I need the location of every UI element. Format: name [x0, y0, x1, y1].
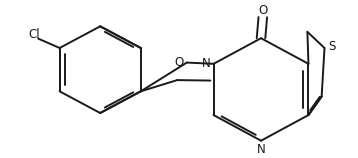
Text: O: O: [174, 56, 184, 69]
Text: Cl: Cl: [29, 28, 40, 41]
Text: N: N: [202, 57, 211, 70]
Text: S: S: [328, 40, 335, 53]
Text: O: O: [258, 4, 267, 17]
Text: N: N: [257, 143, 265, 156]
